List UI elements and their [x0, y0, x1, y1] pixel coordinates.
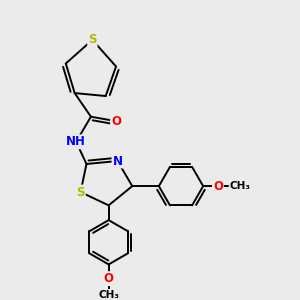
Text: CH₃: CH₃ — [98, 290, 119, 300]
Text: O: O — [111, 115, 121, 128]
Text: O: O — [213, 180, 223, 193]
Text: CH₃: CH₃ — [230, 181, 250, 191]
Text: O: O — [103, 272, 114, 285]
Text: S: S — [88, 33, 97, 46]
Text: NH: NH — [66, 135, 86, 148]
Text: N: N — [112, 154, 122, 167]
Text: S: S — [76, 186, 85, 199]
